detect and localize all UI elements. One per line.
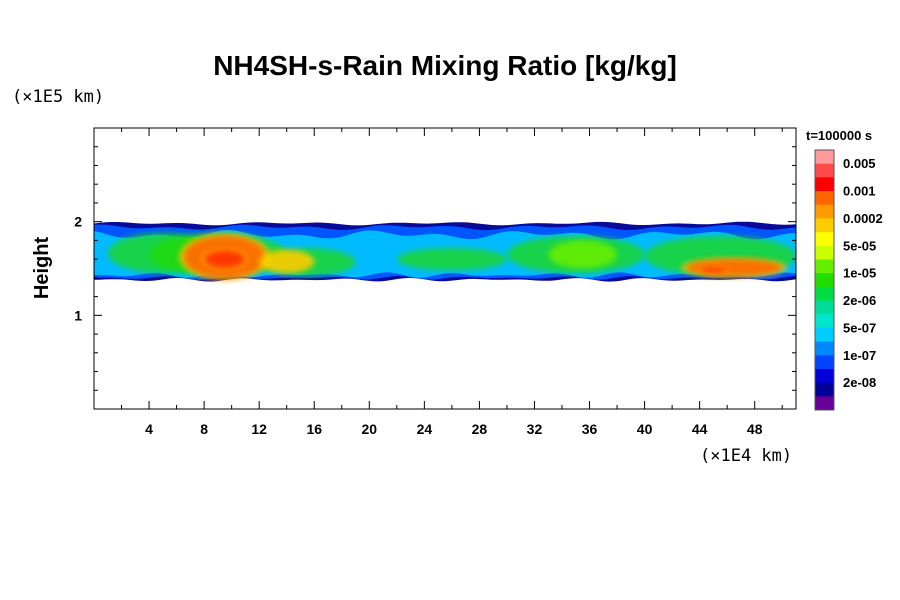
field-high-region <box>685 259 783 276</box>
x-unit-label: (×1E4 km) <box>700 446 792 466</box>
colorbar-swatch <box>815 218 834 233</box>
x-tick-label: 28 <box>472 421 488 437</box>
x-tick-label: 48 <box>747 421 763 437</box>
colorbar-swatch <box>815 300 834 315</box>
x-tick-label: 20 <box>362 421 378 437</box>
mixing-ratio-field <box>94 221 796 282</box>
chart-title: NH4SH-s-Rain Mixing Ratio [kg/kg] <box>213 50 677 81</box>
colorbar-swatch <box>815 327 834 343</box>
colorbar-swatch <box>815 273 834 288</box>
colorbar-swatch <box>815 314 834 329</box>
colorbar-frame <box>814 149 835 411</box>
y-tick-label: 2 <box>74 214 82 230</box>
x-tick-label: 16 <box>306 421 322 437</box>
colorbar-swatch <box>815 368 834 384</box>
x-tick-label: 8 <box>200 421 208 437</box>
x-tick-label: 44 <box>692 421 708 437</box>
x-tick-label: 24 <box>417 421 433 437</box>
colorbar-level-label: 2e-06 <box>843 293 876 308</box>
y-unit-label: (×1E5 km) <box>12 87 104 107</box>
colorbar-level-label: 1e-05 <box>843 266 876 281</box>
x-tick-label: 40 <box>637 421 653 437</box>
colorbar-level-label: 5e-05 <box>843 238 876 253</box>
colorbar-swatch <box>815 259 834 274</box>
x-tick-label: 4 <box>145 421 153 437</box>
x-axis: 4 8 12 16 20 24 28 32 36 40 44 48 <box>121 128 783 437</box>
colorbar-swatch <box>815 191 834 206</box>
y-axis: 12 <box>74 146 796 391</box>
colorbar-swatch <box>815 232 834 247</box>
colorbar-swatch <box>815 245 834 260</box>
field-green-blob <box>396 247 507 271</box>
field-high-region <box>548 240 618 269</box>
colorbar-level-label: 2e-08 <box>843 375 876 390</box>
colorbar-swatch <box>815 286 834 302</box>
colorbar-level-label: 1e-07 <box>843 348 876 363</box>
x-tick-label: 12 <box>251 421 267 437</box>
colorbar-swatch <box>815 177 834 192</box>
field-high-region <box>204 249 246 269</box>
colorbar-level-label: 0.001 <box>843 184 876 199</box>
x-tick-label: 32 <box>527 421 543 437</box>
colorbar-level-label: 0.005 <box>843 156 876 171</box>
colorbar-swatch <box>815 396 834 411</box>
time-label: t=100000 s <box>806 128 872 143</box>
field-high-region <box>699 266 728 274</box>
colorbar: 0.005 0.001 0.0002 5e-05 1e-05 2e-06 5e-07 1e-0… <box>814 149 883 411</box>
colorbar-swatch <box>815 163 834 178</box>
colorbar-swatch <box>815 204 834 219</box>
colorbar-swatch <box>815 150 834 165</box>
plot-frame <box>93 127 797 410</box>
colorbar-level-label: 5e-07 <box>843 320 876 335</box>
x-tick-label: 36 <box>582 421 598 437</box>
colorbar-swatch <box>815 382 834 397</box>
field-high-region <box>259 249 315 274</box>
colorbar-level-label: 0.0002 <box>843 211 883 226</box>
y-tick-label: 1 <box>74 307 82 323</box>
colorbar-swatch <box>815 341 834 356</box>
y-axis-label: Height <box>31 237 53 300</box>
colorbar-swatch <box>815 355 834 370</box>
